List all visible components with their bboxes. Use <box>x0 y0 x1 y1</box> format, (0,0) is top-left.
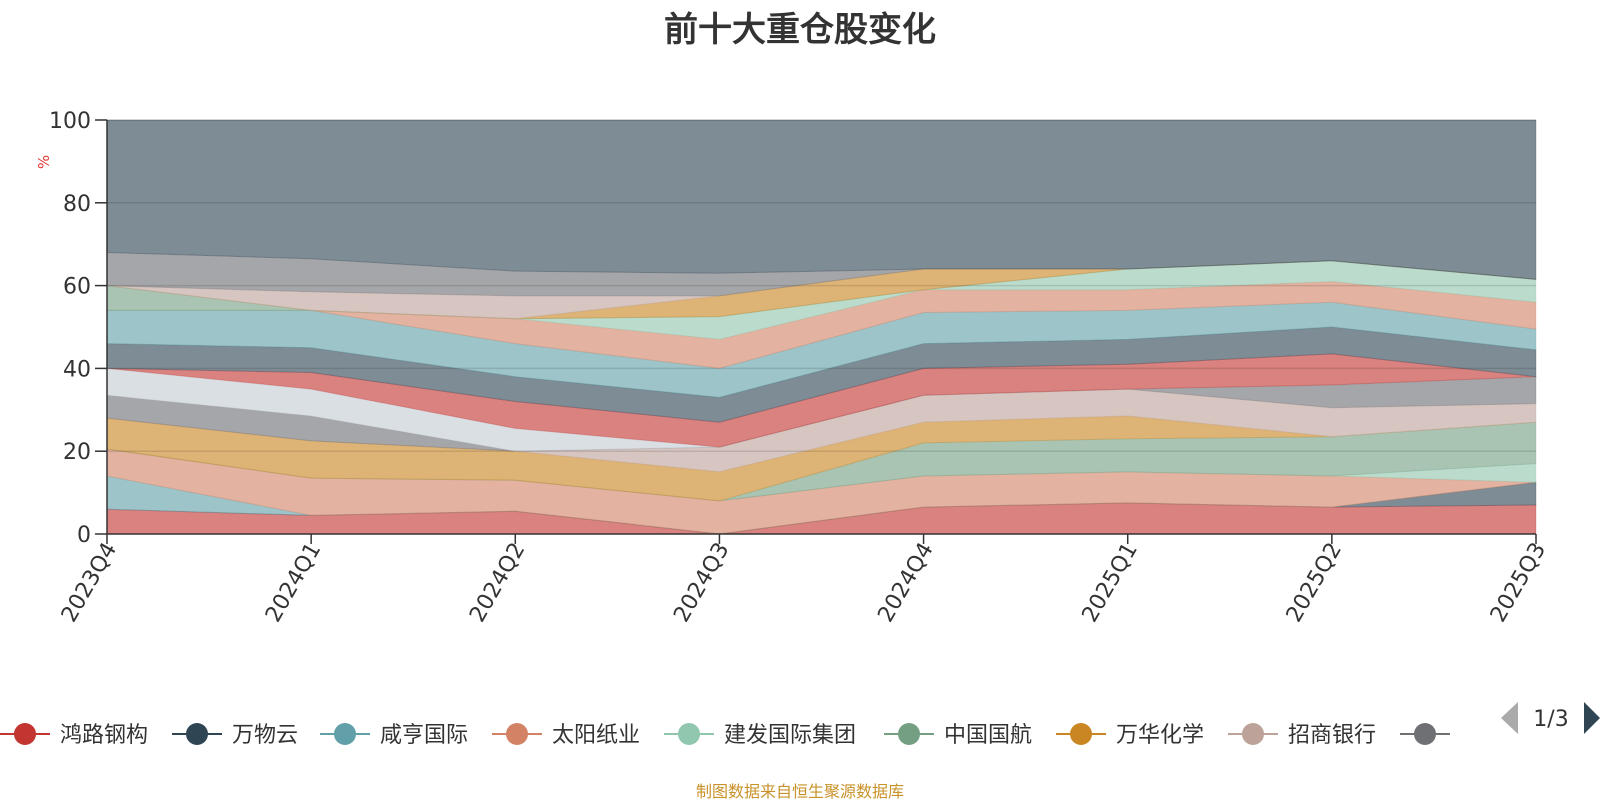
y-tick-label: 40 <box>63 357 91 382</box>
legend-next-icon[interactable] <box>1584 702 1600 734</box>
legend-pager: 1/3 <box>1501 702 1600 734</box>
legend-item-7[interactable]: 万华化学 <box>1056 723 1204 748</box>
legend-label: 中国国航 <box>944 723 1032 748</box>
y-tick-label: 80 <box>63 192 91 217</box>
legend-label: 咸亨国际 <box>380 723 468 748</box>
legend-page-indicator: 1/3 <box>1533 707 1568 732</box>
legend-marker <box>186 723 208 745</box>
legend: 鸿路钢构 万物云 咸亨国际 太阳纸业 建发国际集团 中国国航 万华化学 招商银行 <box>0 723 1450 748</box>
x-tick-label: 2024Q4 <box>873 539 938 627</box>
legend-label: 太阳纸业 <box>552 723 640 748</box>
y-tick-label: 100 <box>49 109 91 134</box>
legend-label: 鸿路钢构 <box>60 723 148 748</box>
legend-prev-icon[interactable] <box>1501 702 1518 734</box>
legend-label: 万物云 <box>232 723 298 748</box>
legend-item-9[interactable] <box>1400 723 1450 745</box>
legend-label: 建发国际集团 <box>724 723 856 748</box>
legend-item-3[interactable]: 咸亨国际 <box>320 723 468 748</box>
legend-marker <box>1414 723 1436 745</box>
area-bands <box>106 119 1537 535</box>
y-tick-label: 60 <box>63 275 91 300</box>
x-tick-label: 2025Q1 <box>1078 539 1143 627</box>
area-band-12 <box>106 326 1537 423</box>
legend-marker <box>14 723 36 745</box>
legend-marker <box>1070 723 1092 745</box>
legend-item-8[interactable]: 招商银行 <box>1228 723 1376 748</box>
chart-title: 前十大重仓股变化 <box>664 10 936 50</box>
legend-marker <box>334 723 356 745</box>
x-tick-label: 2024Q2 <box>465 539 530 627</box>
area-band-13 <box>106 301 1537 398</box>
data-source-note: 制图数据来自恒生聚源数据库 <box>695 782 904 801</box>
legend-item-6[interactable]: 中国国航 <box>884 723 1032 748</box>
legend-item-4[interactable]: 太阳纸业 <box>492 723 640 748</box>
legend-label: 招商银行 <box>1288 723 1376 748</box>
legend-marker <box>506 723 528 745</box>
x-tick-label: 2024Q3 <box>669 539 734 627</box>
y-tick-label: 20 <box>63 440 91 465</box>
y-axis-unit-label: % <box>35 155 53 169</box>
x-tick-label: 2025Q3 <box>1486 539 1551 627</box>
grid-lines <box>107 119 1536 452</box>
x-tick-label: 2025Q2 <box>1282 539 1347 627</box>
area-band-20 <box>106 119 1537 280</box>
legend-label: 万华化学 <box>1116 723 1204 748</box>
legend-marker <box>898 723 920 745</box>
x-tick-label: 2023Q4 <box>57 539 122 627</box>
y-tick-label: 0 <box>77 523 91 548</box>
legend-item-5[interactable]: 建发国际集团 <box>664 723 856 748</box>
legend-item-2[interactable]: 万物云 <box>172 723 298 748</box>
x-tick-label: 2024Q1 <box>261 539 326 627</box>
legend-item-1[interactable]: 鸿路钢构 <box>0 723 148 748</box>
legend-marker <box>678 723 700 745</box>
legend-marker <box>1242 723 1264 745</box>
